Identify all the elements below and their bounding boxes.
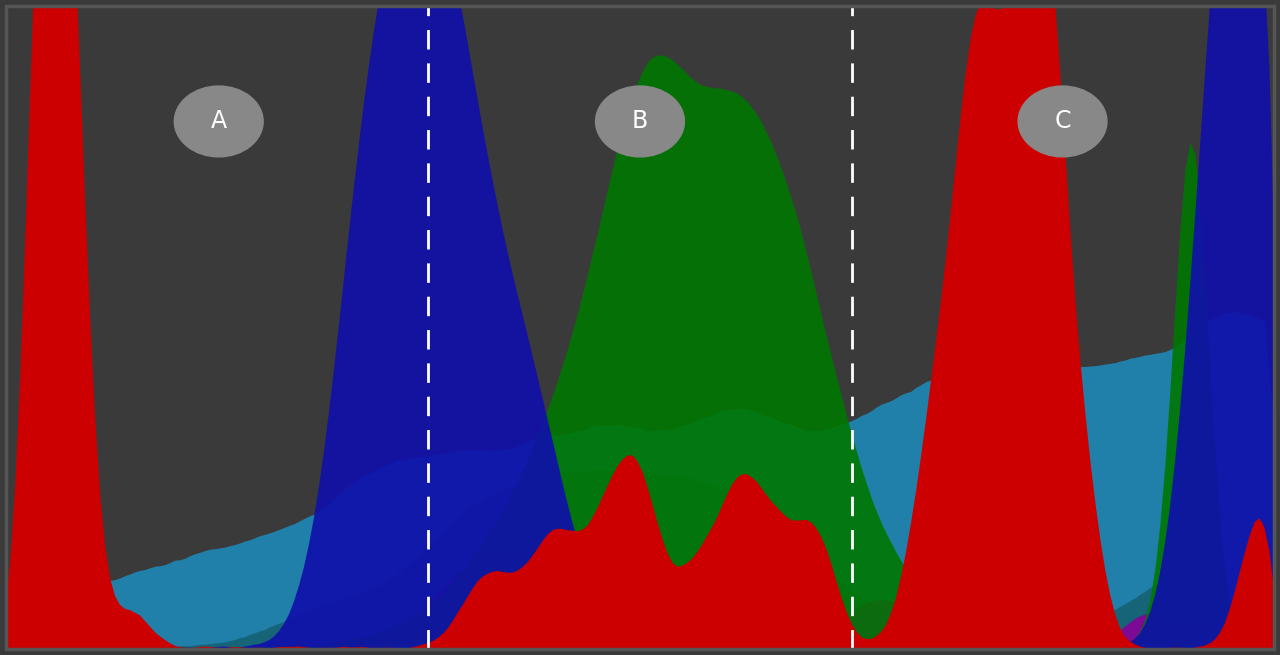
Text: A: A: [211, 109, 227, 134]
Ellipse shape: [1018, 86, 1107, 157]
Text: B: B: [632, 109, 648, 134]
Text: C: C: [1055, 109, 1071, 134]
Ellipse shape: [595, 86, 685, 157]
Ellipse shape: [174, 86, 264, 157]
